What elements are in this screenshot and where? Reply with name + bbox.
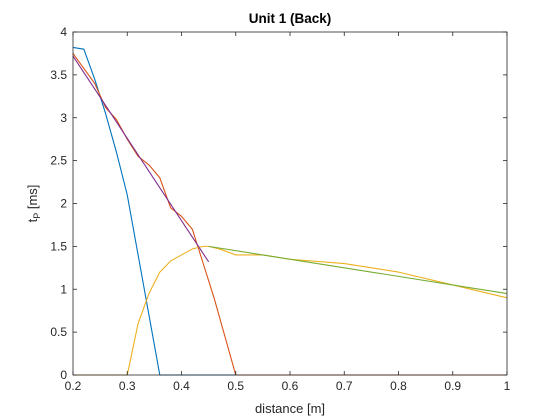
x-tick-label-5: 0.7: [336, 379, 353, 393]
y-tick-label-1: 0.5: [50, 325, 67, 339]
y-tick-label-5: 2.5: [50, 154, 67, 168]
y-axis-label-unit: [ms]: [25, 185, 40, 213]
chart-title: Unit 1 (Back): [249, 11, 332, 26]
series-line-4: [72, 55, 210, 263]
x-tick-label-4: 0.6: [282, 379, 299, 393]
plot-area: [73, 32, 507, 375]
x-axis-label: distance [m]: [255, 401, 325, 416]
y-tick-label-4: 2: [60, 197, 67, 211]
y-tick-label-3: 1.5: [50, 239, 67, 253]
y-tick-label-6: 3: [60, 111, 67, 125]
x-tick-label-1: 0.3: [119, 379, 136, 393]
y-tick-label-7: 3.5: [50, 68, 67, 82]
series-line-3: [73, 245, 508, 376]
y-axis-label-sub: P: [32, 213, 42, 219]
y-axis: 0 0.5 1 1.5 2 2.5 3 3.5 4: [50, 25, 507, 382]
y-axis-label: tP [ms]: [25, 185, 42, 223]
x-tick-label-7: 0.9: [444, 379, 461, 393]
x-axis: 0.2 0.3 0.4 0.5 0.6 0.7 0.8 0.9 1: [65, 32, 511, 393]
y-axis-label-main: t: [25, 218, 40, 222]
series-line-5: [208, 245, 508, 295]
y-tick-label-8: 4: [60, 25, 67, 39]
x-tick-label-6: 0.8: [390, 379, 407, 393]
x-tick-label-3: 0.5: [227, 379, 244, 393]
x-tick-label-0: 0.2: [65, 379, 82, 393]
y-tick-label-2: 1: [60, 282, 67, 296]
y-tick-label-0: 0: [60, 368, 67, 382]
x-tick-label-2: 0.4: [173, 379, 190, 393]
x-tick-label-8: 1: [504, 379, 511, 393]
